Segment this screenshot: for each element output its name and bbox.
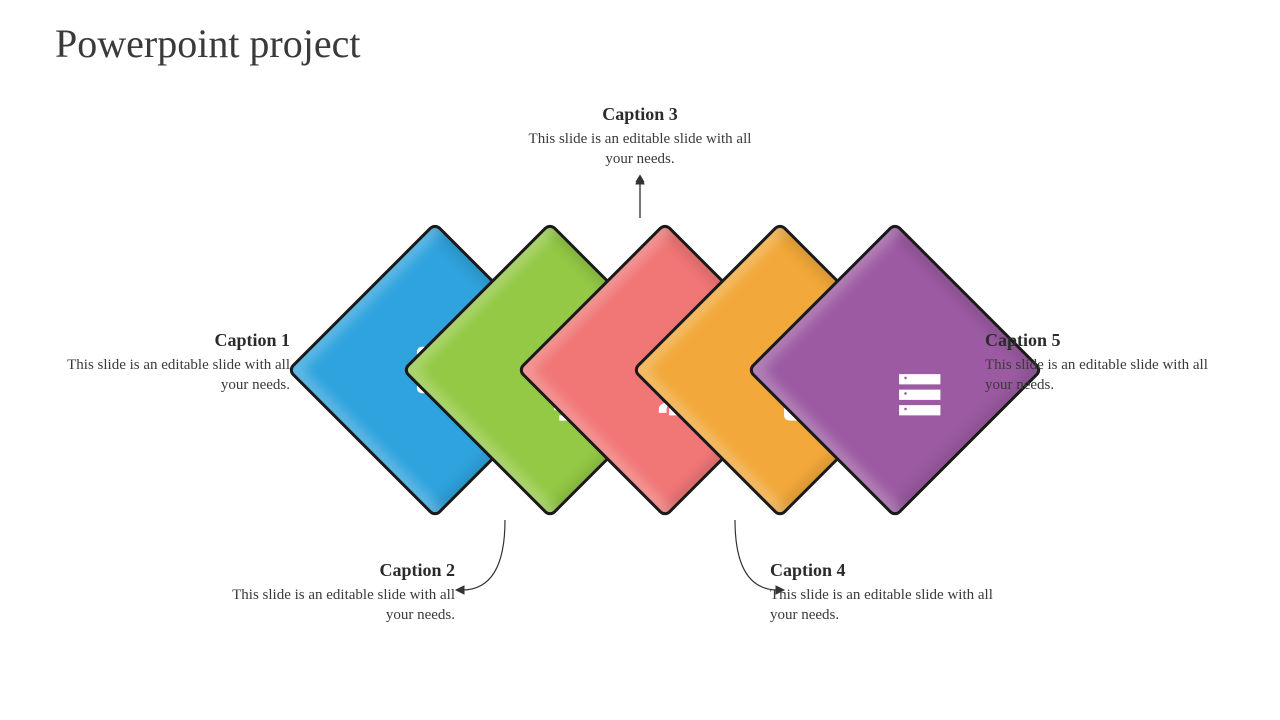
caption-desc: This slide is an editable slide with all… bbox=[60, 355, 290, 396]
caption-title: Caption 1 bbox=[60, 330, 290, 351]
caption-title: Caption 3 bbox=[525, 104, 755, 125]
server-stack-icon bbox=[889, 364, 951, 426]
slide-title: Powerpoint project bbox=[55, 20, 361, 67]
caption-5: Caption 5 This slide is an editable slid… bbox=[985, 330, 1215, 396]
caption-3: Caption 3 This slide is an editable slid… bbox=[525, 104, 755, 170]
caption-4: Caption 4 This slide is an editable slid… bbox=[770, 560, 1000, 626]
diamond-row bbox=[310, 220, 970, 520]
caption-1: Caption 1 This slide is an editable slid… bbox=[60, 330, 290, 396]
caption-title: Caption 5 bbox=[985, 330, 1215, 351]
caption-desc: This slide is an editable slide with all… bbox=[985, 355, 1215, 396]
caption-desc: This slide is an editable slide with all… bbox=[225, 585, 455, 626]
caption-title: Caption 4 bbox=[770, 560, 1000, 581]
caption-desc: This slide is an editable slide with all… bbox=[525, 129, 755, 170]
caption-title: Caption 2 bbox=[225, 560, 455, 581]
caption-2: Caption 2 This slide is an editable slid… bbox=[225, 560, 455, 626]
caption-desc: This slide is an editable slide with all… bbox=[770, 585, 1000, 626]
